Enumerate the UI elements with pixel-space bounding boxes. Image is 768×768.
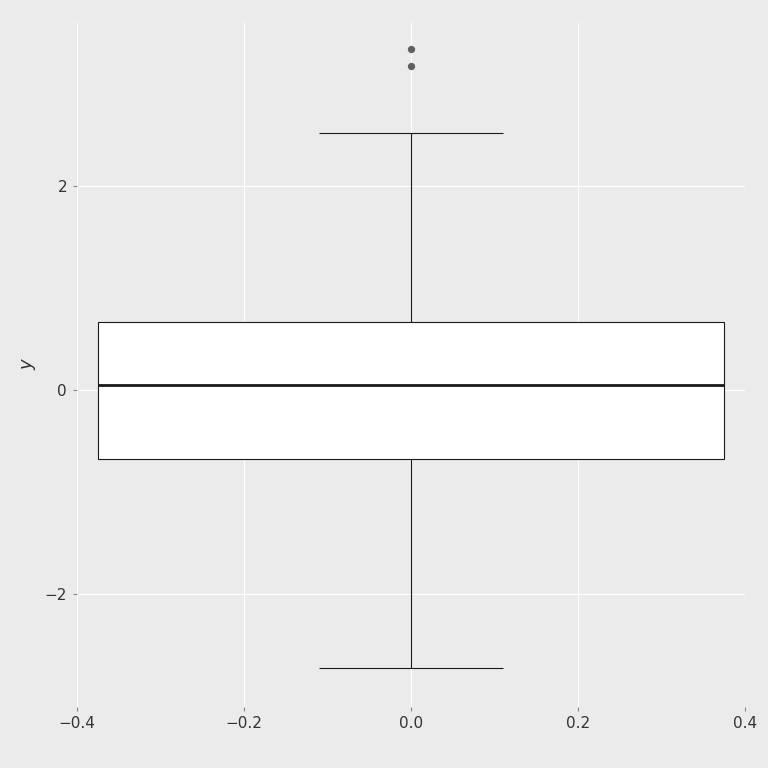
Bar	[98, 322, 724, 458]
Y-axis label: y: y	[18, 359, 36, 370]
Point	[405, 60, 417, 72]
Point	[405, 42, 417, 55]
